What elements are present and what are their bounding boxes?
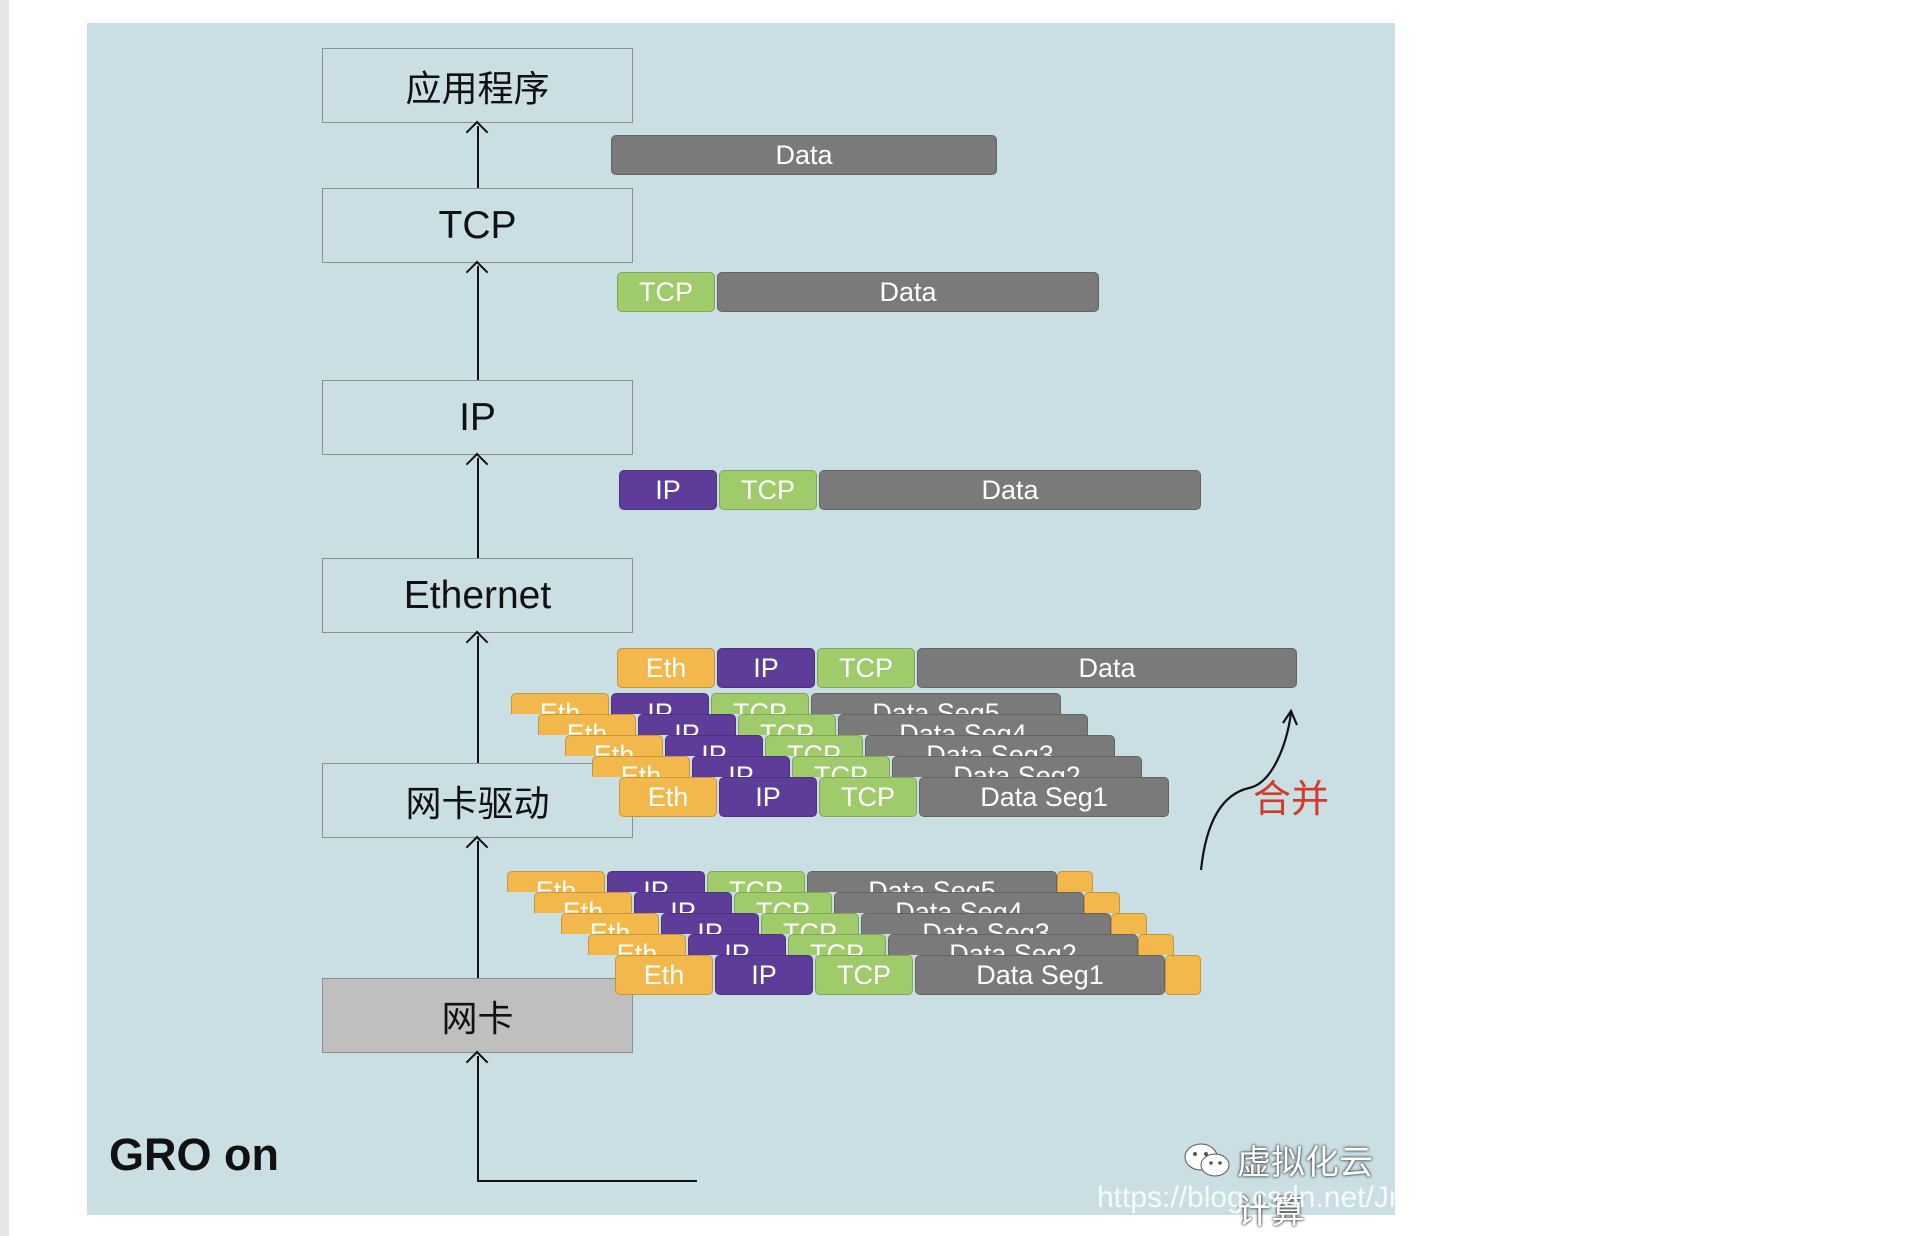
- eth-header-segment: Eth: [619, 777, 717, 817]
- tcp-header-segment: TCP: [734, 892, 832, 913]
- eth-header-segment: Eth: [615, 955, 713, 995]
- tcp-header-segment: TCP: [761, 913, 859, 934]
- tcp-header-segment: TCP: [788, 934, 886, 955]
- data-segment: Data: [917, 648, 1297, 688]
- stacked-packet: Eth IP TCP Data Seg1: [619, 777, 1169, 819]
- data-segment: Data: [611, 135, 997, 175]
- tcp-header-segment: TCP: [817, 648, 915, 688]
- data-segment: Data Seg1: [915, 955, 1165, 995]
- layer-box-driver: 网卡驱动: [322, 763, 633, 838]
- data-segment: Data Seg1: [919, 777, 1169, 817]
- connector-line: [477, 1180, 697, 1182]
- merge-arrow-icon: [1199, 708, 1299, 871]
- eth-header-segment: Eth: [534, 892, 632, 913]
- tcp-header-segment: TCP: [792, 756, 890, 777]
- ip-header-segment: IP: [692, 756, 790, 777]
- ip-header-segment: IP: [715, 955, 813, 995]
- eth-header-segment: Eth: [538, 714, 636, 735]
- page-left-strip: [0, 0, 9, 1236]
- tcp-header-segment: TCP: [719, 470, 817, 510]
- data-segment: Data Seg4: [838, 714, 1088, 735]
- up-arrow-icon: [477, 841, 479, 978]
- eth-header-segment: Eth: [561, 913, 659, 934]
- ip-header-segment: IP: [611, 693, 709, 714]
- stacked-packet: Eth IP TCP Data Seg2: [588, 934, 1178, 955]
- layer-box-app: 应用程序: [322, 48, 633, 123]
- tcp-header-segment: TCP: [738, 714, 836, 735]
- ip-header-segment: IP: [619, 470, 717, 510]
- data-segment: Data Seg3: [861, 913, 1111, 934]
- tcp-header-segment: TCP: [765, 735, 863, 756]
- eth-header-segment: [1138, 934, 1174, 955]
- eth-header-segment: Eth: [592, 756, 690, 777]
- tcp-header-segment: TCP: [617, 272, 715, 312]
- up-arrow-icon: [477, 1056, 479, 1181]
- up-arrow-icon: [477, 126, 479, 188]
- data-segment: Data Seg5: [811, 693, 1061, 714]
- eth-header-segment: [1165, 955, 1201, 995]
- stacked-packet: Eth IP TCP Data Seg1: [615, 955, 1205, 997]
- watermark-wechat-account: 虚拟化云计算: [1237, 1144, 1373, 1231]
- data-segment: Data Seg3: [865, 735, 1115, 756]
- data-segment: Data: [717, 272, 1099, 312]
- layer-box-nic: 网卡: [322, 978, 633, 1053]
- eth-header-segment: Eth: [588, 934, 686, 955]
- tcp-header-segment: TCP: [815, 955, 913, 995]
- stacked-packet: Eth IP TCP Data Seg5: [507, 871, 1097, 892]
- wechat-icon: [1184, 1143, 1230, 1177]
- stacked-packet: Eth IP TCP Data Seg3: [565, 735, 1115, 756]
- stacked-packet: Eth IP TCP Data Seg5: [511, 693, 1061, 714]
- ip-header-segment: IP: [717, 648, 815, 688]
- ip-header-segment: IP: [719, 777, 817, 817]
- ip-header-segment: IP: [688, 934, 786, 955]
- layer-box-ethernet: Ethernet: [322, 558, 633, 633]
- eth-header-segment: [1111, 913, 1147, 934]
- stacked-packet: Eth IP TCP Data Seg4: [538, 714, 1088, 735]
- ip-header-segment: IP: [638, 714, 736, 735]
- data-segment: Data Seg4: [834, 892, 1084, 913]
- ip-header-segment: IP: [665, 735, 763, 756]
- tcp-header-segment: TCP: [711, 693, 809, 714]
- stacked-packet: Eth IP TCP Data Seg2: [592, 756, 1142, 777]
- eth-header-segment: Eth: [617, 648, 715, 688]
- ip-header-segment: IP: [661, 913, 759, 934]
- data-segment: Data Seg5: [807, 871, 1057, 892]
- layer-box-tcp: TCP: [322, 188, 633, 263]
- ip-header-segment: IP: [607, 871, 705, 892]
- eth-header-segment: Eth: [565, 735, 663, 756]
- layer-box-ip: IP: [322, 380, 633, 455]
- stacked-packet: Eth IP TCP Data Seg4: [534, 892, 1124, 913]
- eth-header-segment: Eth: [507, 871, 605, 892]
- gro-on-label: GRO on: [109, 1129, 279, 1180]
- up-arrow-icon: [477, 266, 479, 380]
- merge-label: 合并: [1253, 777, 1330, 821]
- stacked-packet: Eth IP TCP Data Seg3: [561, 913, 1151, 934]
- eth-header-segment: [1084, 892, 1120, 913]
- eth-header-segment: Eth: [511, 693, 609, 714]
- up-arrow-icon: [477, 458, 479, 558]
- tcp-header-segment: TCP: [819, 777, 917, 817]
- up-arrow-icon: [477, 636, 479, 763]
- data-segment: Data: [819, 470, 1201, 510]
- data-segment: Data Seg2: [888, 934, 1138, 955]
- watermark-url: https://blog.csdn.net/Jmilk: [1097, 1181, 1443, 1214]
- ip-header-segment: IP: [634, 892, 732, 913]
- tcp-header-segment: TCP: [707, 871, 805, 892]
- gro-diagram-canvas: 应用程序 TCP IP Ethernet 网卡驱动 网卡 Data TCP Dat…: [87, 23, 1442, 1231]
- data-segment: Data Seg2: [892, 756, 1142, 777]
- eth-header-segment: [1057, 871, 1093, 892]
